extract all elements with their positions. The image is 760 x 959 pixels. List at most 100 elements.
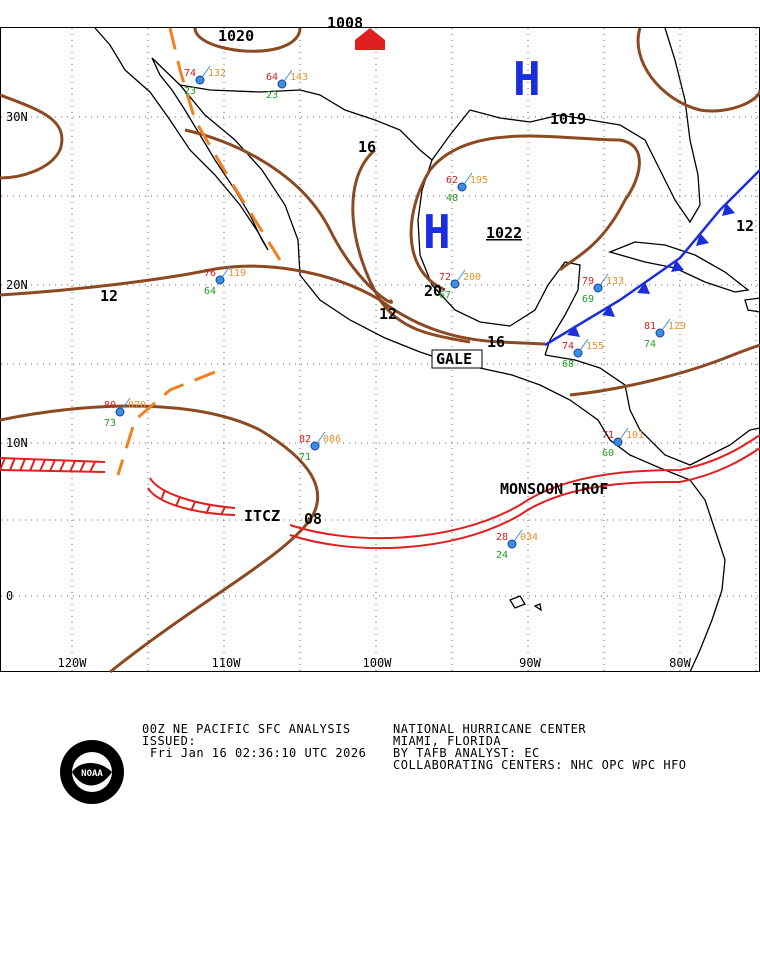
lat-label: 20N <box>6 278 28 292</box>
station-dew: 74 <box>644 339 656 350</box>
wind-barb <box>219 265 231 281</box>
cold-front <box>544 169 760 347</box>
isobar <box>193 27 302 53</box>
high-value: 1022 <box>486 224 522 242</box>
isobar-label: 12 <box>736 217 754 235</box>
lon-label: 80W <box>669 656 691 670</box>
station-dew: 64 <box>204 286 216 297</box>
gale-marker <box>355 28 385 50</box>
station-dew: 60 <box>602 448 614 459</box>
pressure-centers: H 1022 H 1019 <box>423 52 586 259</box>
station-temp: 82 <box>299 434 311 445</box>
logo-text: NOAA <box>81 769 103 779</box>
high-value: 1019 <box>550 110 586 128</box>
station-pressure: 129 <box>668 321 686 332</box>
station-pressure: 086 <box>323 434 341 445</box>
footer-text: MIAMI, FLORIDA <box>393 734 501 748</box>
station-temp: 72 <box>439 272 451 283</box>
wind-barb <box>511 529 523 545</box>
footer-text: 00Z NE PACIFIC SFC ANALYSIS <box>142 722 351 736</box>
wind-barb <box>119 397 131 413</box>
station-temp: 74 <box>562 341 574 352</box>
lat-label: 0 <box>6 589 13 603</box>
isobar-label: 08 <box>304 510 322 528</box>
wind-barb <box>454 269 466 285</box>
isobars <box>0 27 760 674</box>
isobar-label: 1008 <box>327 14 363 32</box>
station-dew: 24 <box>496 550 508 561</box>
lat-label: 10N <box>6 436 28 450</box>
lat-label: 30N <box>6 110 28 124</box>
central-america <box>544 354 731 466</box>
hispaniola <box>744 297 760 313</box>
station-temp: 64 <box>266 72 278 83</box>
station-plots: 80 73 070 82 71 086 76 64 119 28 24 034 72 67 200 62 48 1… <box>104 65 686 561</box>
footer-text: Fri Jan 16 02:36:10 UTC 2026 <box>150 746 366 760</box>
station-temp: 28 <box>496 532 508 543</box>
station-temp: 62 <box>446 175 458 186</box>
isobar <box>351 148 471 344</box>
lon-label: 100W <box>363 656 393 670</box>
lon-label: 90W <box>519 656 541 670</box>
south-america <box>689 427 760 673</box>
isobar <box>569 343 760 397</box>
station-pressure: 132 <box>208 68 226 79</box>
isobar-label: 16 <box>358 138 376 156</box>
footer-text: BY TAFB ANALYST: EC <box>393 746 540 760</box>
station-dew: 73 <box>104 418 116 429</box>
wind-barb <box>199 65 211 81</box>
station-temp: 74 <box>184 68 196 79</box>
station-dew: 23 <box>184 86 196 97</box>
footer-text: ISSUED: <box>142 734 196 748</box>
station-pressure: 070 <box>128 400 146 411</box>
station-dew: 68 <box>562 359 574 370</box>
station-pressure: 101 <box>626 430 644 441</box>
station-pressure: 155 <box>586 341 604 352</box>
wind-barb <box>597 273 609 289</box>
wind-barb <box>577 338 589 354</box>
graticule <box>1 28 759 671</box>
gale-box <box>431 349 483 369</box>
feature-label: MONSOON TROF <box>500 480 608 498</box>
lon-label: 110W <box>212 656 242 670</box>
us-border <box>179 84 433 161</box>
trough <box>116 370 216 476</box>
isobar <box>409 134 641 292</box>
galapagos <box>509 595 542 612</box>
lon-label: 120W <box>58 656 88 670</box>
high-symbol: H <box>513 52 541 106</box>
isobar <box>636 27 760 113</box>
footer-text: COLLABORATING CENTERS: NHC OPC WPC HFO <box>393 758 687 772</box>
station-pressure: 195 <box>470 175 488 186</box>
station-dew: 48 <box>446 193 458 204</box>
isobar-label: 16 <box>487 333 505 351</box>
station-pressure: 200 <box>463 272 481 283</box>
isobar <box>0 93 64 180</box>
station-temp: 81 <box>644 321 656 332</box>
isobar <box>184 128 393 304</box>
coastlines <box>94 27 760 673</box>
cuba <box>607 241 750 293</box>
station-pressure: 133 <box>606 276 624 287</box>
station-pressure: 143 <box>290 72 308 83</box>
station-temp: 80 <box>104 400 116 411</box>
isobar-label: 12 <box>100 287 118 305</box>
gulf-coast <box>417 109 581 356</box>
us-gulf-coast <box>469 27 701 224</box>
station-dew: 23 <box>266 90 278 101</box>
feature-label: GALE <box>436 350 472 368</box>
station-temp: 71 <box>602 430 614 441</box>
station-temp: 79 <box>582 276 594 287</box>
station-dew: 69 <box>582 294 594 305</box>
station-pressure: 034 <box>520 532 538 543</box>
high-symbol: H <box>423 205 451 259</box>
noaa-logo-bird <box>72 763 112 786</box>
wind-barb <box>281 69 293 85</box>
footer: 00Z NE PACIFIC SFC ANALYSIS ISSUED: Fri … <box>60 722 687 804</box>
isobar-label: 20 <box>424 282 442 300</box>
station-dew: 67 <box>439 290 451 301</box>
itcz <box>0 434 760 550</box>
baja-coast <box>94 27 269 251</box>
